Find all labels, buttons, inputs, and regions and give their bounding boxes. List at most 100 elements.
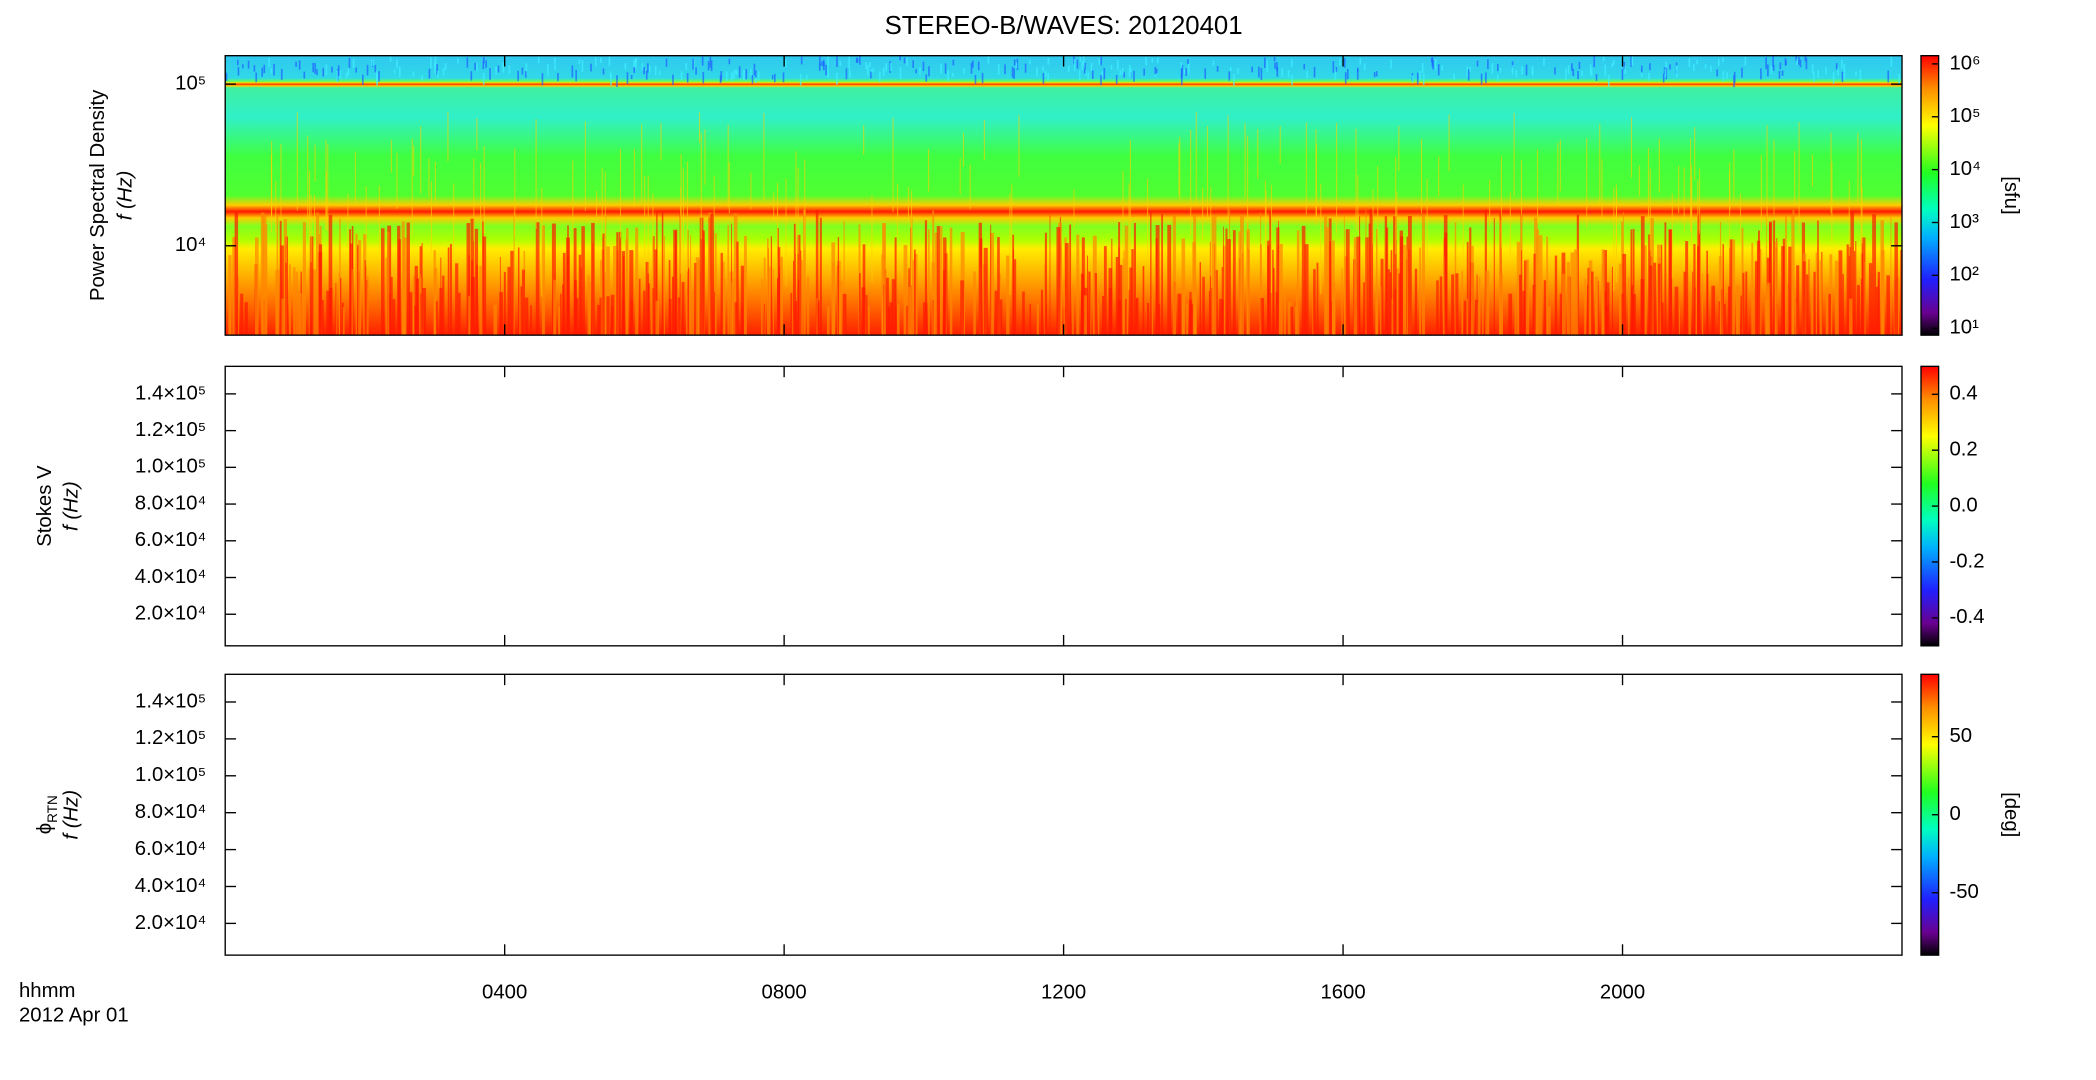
texture-streak [644, 176, 646, 267]
texture-speck [928, 66, 930, 77]
texture-streak [710, 213, 715, 336]
texture-streak [728, 162, 730, 214]
texture-speck [1796, 59, 1798, 66]
texture-streak [1426, 178, 1428, 260]
texture-streak [654, 249, 658, 336]
texture-speck [1313, 66, 1316, 78]
texture-streak [1733, 149, 1735, 202]
texture-streak [1365, 210, 1367, 336]
texture-speck [602, 68, 605, 75]
texture-speck [974, 74, 977, 85]
texture-streak [936, 226, 940, 336]
texture-streak [1781, 246, 1785, 336]
texture-speck [1602, 56, 1605, 62]
texture-streak [1331, 240, 1335, 336]
texture-speck [735, 69, 737, 74]
texture-speck [1276, 66, 1279, 77]
texture-speck [1765, 57, 1767, 70]
texture-streak [1455, 273, 1459, 336]
texture-streak [621, 251, 626, 336]
texture-speck [1441, 65, 1444, 71]
texture-speck [1090, 62, 1093, 72]
texture-streak [1011, 184, 1013, 243]
texture-speck [922, 61, 925, 72]
texture-streak [507, 266, 511, 336]
texture-speck [1688, 58, 1691, 68]
texture-speck [647, 63, 649, 73]
texture-streak [635, 227, 639, 336]
texture-streak [1384, 216, 1388, 336]
texture-speck [633, 59, 635, 69]
texture-speck [457, 58, 459, 64]
texture-streak [1147, 302, 1150, 336]
texture-streak [1868, 263, 1873, 336]
texture-speck [1480, 73, 1483, 85]
texture-streak [1628, 277, 1630, 336]
texture-streak [1768, 223, 1772, 336]
texture-streak [797, 279, 800, 336]
texture-streak [1739, 193, 1742, 244]
texture-streak [928, 229, 930, 336]
texture-speck [1781, 70, 1784, 76]
texture-streak [768, 266, 771, 336]
texture-streak [793, 260, 795, 336]
texture-streak [299, 293, 304, 336]
texture-speck [1726, 72, 1728, 79]
texture-streak [255, 237, 259, 336]
texture-speck [1859, 69, 1862, 81]
texture-speck [1004, 64, 1006, 75]
texture-streak [1736, 285, 1741, 336]
texture-speck [848, 56, 850, 69]
texture-streak [1632, 228, 1635, 336]
chart-title: STEREO-B/WAVES: 20120401 [885, 12, 1243, 40]
texture-streak [1049, 215, 1051, 336]
texture-streak [643, 290, 646, 336]
texture-speck [1665, 61, 1668, 69]
y-axis-label: f (Hz) [60, 481, 82, 531]
texture-streak [314, 144, 316, 182]
texture-speck [1015, 62, 1018, 69]
texture-streak [560, 293, 562, 336]
texture-speck [825, 64, 827, 76]
texture-streak [978, 222, 982, 336]
texture-streak [355, 233, 358, 336]
texture-streak [1115, 256, 1119, 336]
texture-speck [483, 57, 485, 64]
texture-streak [871, 195, 873, 282]
texture-streak [1664, 222, 1667, 336]
texture-streak [1856, 285, 1860, 336]
texture-streak [1522, 290, 1526, 336]
texture-speck [1778, 70, 1781, 79]
texture-streak [1533, 253, 1536, 336]
texture-speck [1228, 71, 1231, 81]
texture-streak [1244, 123, 1246, 198]
texture-speck [1430, 58, 1433, 63]
texture-streak [240, 293, 244, 336]
texture-streak [390, 140, 392, 173]
texture-streak [1190, 304, 1194, 336]
texture-speck [1607, 74, 1610, 87]
texture-streak [777, 228, 779, 336]
texture-speck [237, 67, 240, 76]
texture-speck [1258, 66, 1260, 78]
texture-speck [903, 57, 906, 64]
texture-streak [1694, 127, 1696, 181]
texture-streak [838, 280, 843, 336]
texture-streak [387, 231, 390, 336]
texture-streak [714, 291, 716, 336]
texture-speck [1024, 63, 1027, 73]
texture-streak [1694, 287, 1696, 336]
texture-speck [1363, 63, 1366, 71]
texture-streak [743, 235, 747, 336]
texture-streak [293, 267, 296, 336]
texture-streak [420, 293, 422, 336]
texture-speck [1485, 72, 1487, 84]
texture-streak [1083, 295, 1087, 336]
y-tick-label: 1.2×10⁵ [135, 419, 206, 441]
texture-streak [959, 158, 961, 195]
texture-streak [308, 267, 310, 336]
texture-streak [1272, 249, 1274, 336]
texture-streak [700, 133, 702, 240]
texture-speck [1589, 64, 1592, 75]
texture-streak [994, 290, 998, 336]
